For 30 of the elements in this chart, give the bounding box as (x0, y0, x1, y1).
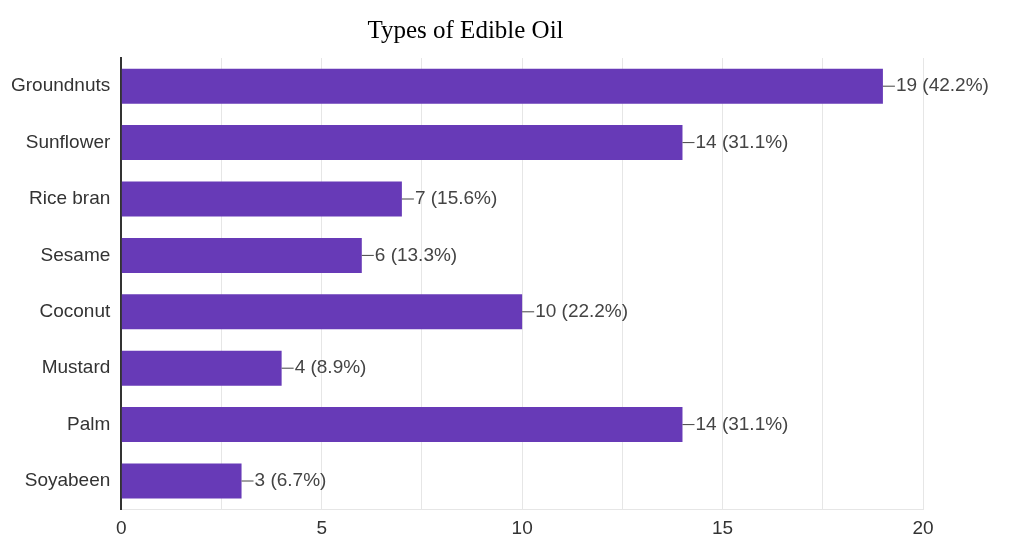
y-tick-label: Groundnuts (10, 74, 111, 96)
y-tick-label: Mustard (41, 356, 111, 378)
y-tick-label: Palm (66, 412, 111, 434)
data-label: 3 (6.7%) (254, 469, 327, 491)
data-label: 6 (13.3%) (374, 243, 458, 265)
bar (121, 294, 523, 330)
data-label: 14 (31.1%) (695, 412, 789, 434)
bar (121, 350, 282, 386)
y-tick-label: Coconut (39, 300, 111, 322)
y-tick-label: Sunflower (25, 130, 111, 152)
data-label: 14 (31.1%) (695, 130, 789, 152)
y-tick-label: Sesame (40, 243, 111, 265)
bar (121, 463, 242, 499)
x-tick-label: 15 (712, 516, 734, 538)
chart-title: Types of Edible Oil (367, 15, 564, 43)
x-tick-label: 20 (912, 516, 934, 538)
data-label: 10 (22.2%) (535, 300, 629, 322)
x-tick-label: 10 (511, 516, 533, 538)
data-label: 4 (8.9%) (294, 356, 367, 378)
x-tick-label: 0 (116, 516, 127, 538)
bar (121, 407, 683, 443)
data-label: 7 (15.6%) (414, 187, 498, 209)
y-tick-label: Rice bran (28, 187, 111, 209)
x-tick-label: 5 (316, 516, 327, 538)
bar (121, 237, 362, 273)
bar (121, 68, 883, 104)
y-tick-label: Soyabeen (24, 469, 111, 491)
data-label: 19 (42.2%) (895, 74, 989, 96)
bar (121, 181, 402, 217)
bar (121, 125, 683, 161)
